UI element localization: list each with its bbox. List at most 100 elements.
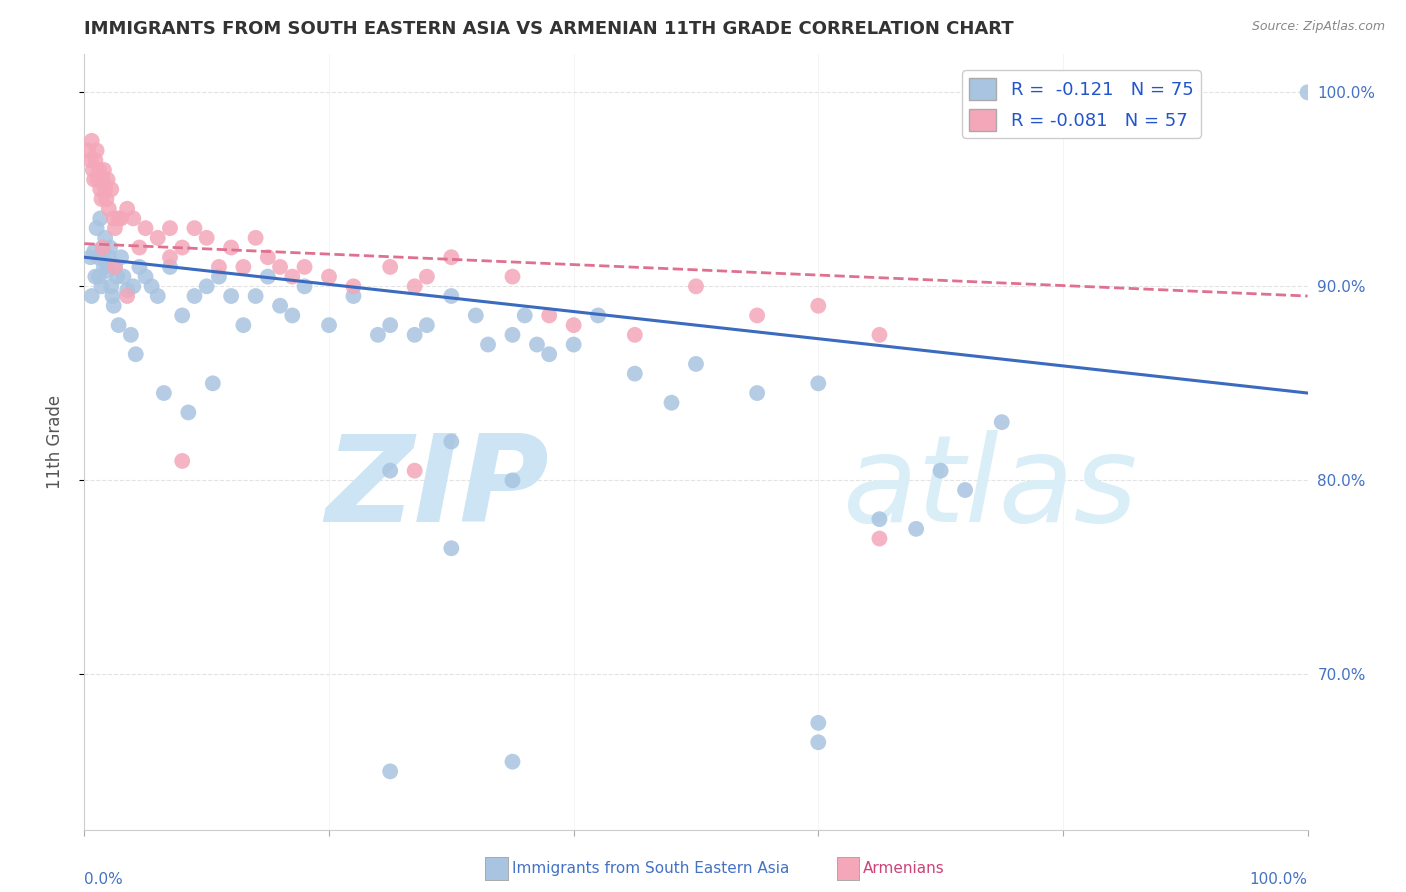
Point [112, 269, 135, 284]
Point [294, 260, 316, 274]
Point [93, 163, 115, 178]
Point [89, 211, 111, 226]
Point [87, 269, 110, 284]
Point [232, 318, 254, 333]
Text: Source: ZipAtlas.com: Source: ZipAtlas.com [1251, 20, 1385, 33]
Point [440, 250, 463, 264]
Point [380, 764, 402, 779]
Point [502, 474, 524, 488]
Point [120, 327, 142, 342]
Point [318, 269, 340, 284]
Point [624, 367, 647, 381]
Point [104, 260, 127, 274]
Point [80, 289, 103, 303]
Point [342, 289, 364, 303]
Point [502, 269, 524, 284]
Point [440, 541, 463, 556]
Point [281, 269, 304, 284]
Point [1296, 86, 1319, 100]
Text: atlas: atlas [842, 430, 1137, 547]
Text: 0.0%: 0.0% [84, 872, 124, 888]
Point [807, 735, 830, 749]
Point [807, 376, 830, 391]
Point [115, 283, 138, 297]
Point [195, 231, 218, 245]
Point [526, 337, 548, 351]
Point [90, 279, 112, 293]
Point [110, 211, 132, 226]
Point [177, 405, 200, 419]
Text: IMMIGRANTS FROM SOUTH EASTERN ASIA VS ARMENIAN 11TH GRADE CORRELATION CHART: IMMIGRANTS FROM SOUTH EASTERN ASIA VS AR… [84, 21, 1014, 38]
Point [464, 309, 486, 323]
Point [416, 318, 439, 333]
Text: 100.0%: 100.0% [1250, 872, 1308, 888]
Text: Immigrants from South Eastern Asia: Immigrants from South Eastern Asia [512, 862, 789, 876]
Point [538, 347, 561, 361]
Point [146, 289, 169, 303]
Point [172, 309, 194, 323]
Point [502, 755, 524, 769]
Point [281, 309, 304, 323]
Point [110, 250, 132, 264]
Point [367, 327, 389, 342]
Point [94, 231, 117, 245]
Point [100, 279, 122, 293]
Point [269, 260, 291, 274]
Point [91, 241, 114, 255]
Legend: R =  -0.121   N = 75, R = -0.081   N = 57: R = -0.121 N = 75, R = -0.081 N = 57 [962, 70, 1201, 138]
Point [380, 318, 402, 333]
Point [97, 264, 120, 278]
Point [342, 279, 364, 293]
Point [807, 299, 830, 313]
Point [97, 202, 120, 216]
Point [538, 309, 561, 323]
Point [953, 483, 976, 497]
Point [404, 327, 426, 342]
Point [153, 386, 176, 401]
Point [84, 153, 107, 168]
Point [135, 221, 157, 235]
Point [104, 260, 127, 274]
Point [107, 211, 129, 226]
Point [103, 299, 125, 313]
Point [128, 260, 150, 274]
Point [183, 289, 205, 303]
Point [586, 309, 609, 323]
Point [245, 289, 267, 303]
Point [97, 250, 120, 264]
Point [98, 241, 121, 255]
Point [245, 231, 267, 245]
Point [122, 279, 145, 293]
Point [96, 256, 118, 270]
Point [89, 182, 111, 196]
Point [105, 269, 128, 284]
Point [869, 327, 891, 342]
Point [513, 309, 536, 323]
Point [991, 415, 1014, 429]
Point [440, 289, 463, 303]
Point [807, 715, 830, 730]
Point [107, 318, 129, 333]
Point [477, 337, 499, 351]
Point [232, 260, 254, 274]
Point [380, 464, 402, 478]
Point [257, 250, 280, 264]
Point [83, 244, 105, 259]
Point [905, 522, 928, 536]
Point [416, 269, 439, 284]
Point [195, 279, 218, 293]
Point [562, 318, 585, 333]
Point [87, 250, 110, 264]
Point [80, 134, 103, 148]
Point [82, 163, 104, 178]
Point [83, 172, 105, 186]
Point [79, 153, 101, 168]
Point [90, 192, 112, 206]
Point [685, 357, 707, 371]
Point [869, 512, 891, 526]
Point [562, 337, 585, 351]
Point [77, 144, 100, 158]
Point [294, 279, 316, 293]
Text: Armenians: Armenians [863, 862, 945, 876]
Point [219, 241, 242, 255]
